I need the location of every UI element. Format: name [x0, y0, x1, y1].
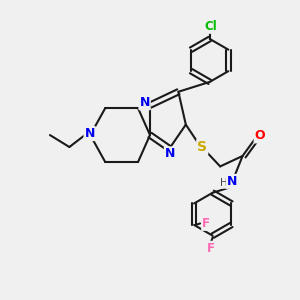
- Text: S: S: [197, 140, 207, 154]
- Text: F: F: [207, 242, 215, 255]
- Text: N: N: [85, 127, 95, 140]
- Text: N: N: [140, 96, 150, 109]
- Text: Cl: Cl: [204, 20, 217, 33]
- Text: O: O: [255, 130, 265, 142]
- Text: H: H: [220, 178, 228, 188]
- Text: F: F: [202, 217, 210, 230]
- Text: N: N: [165, 147, 175, 161]
- Text: N: N: [227, 175, 237, 188]
